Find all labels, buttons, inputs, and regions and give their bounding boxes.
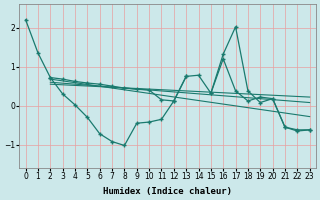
X-axis label: Humidex (Indice chaleur): Humidex (Indice chaleur) [103,187,232,196]
